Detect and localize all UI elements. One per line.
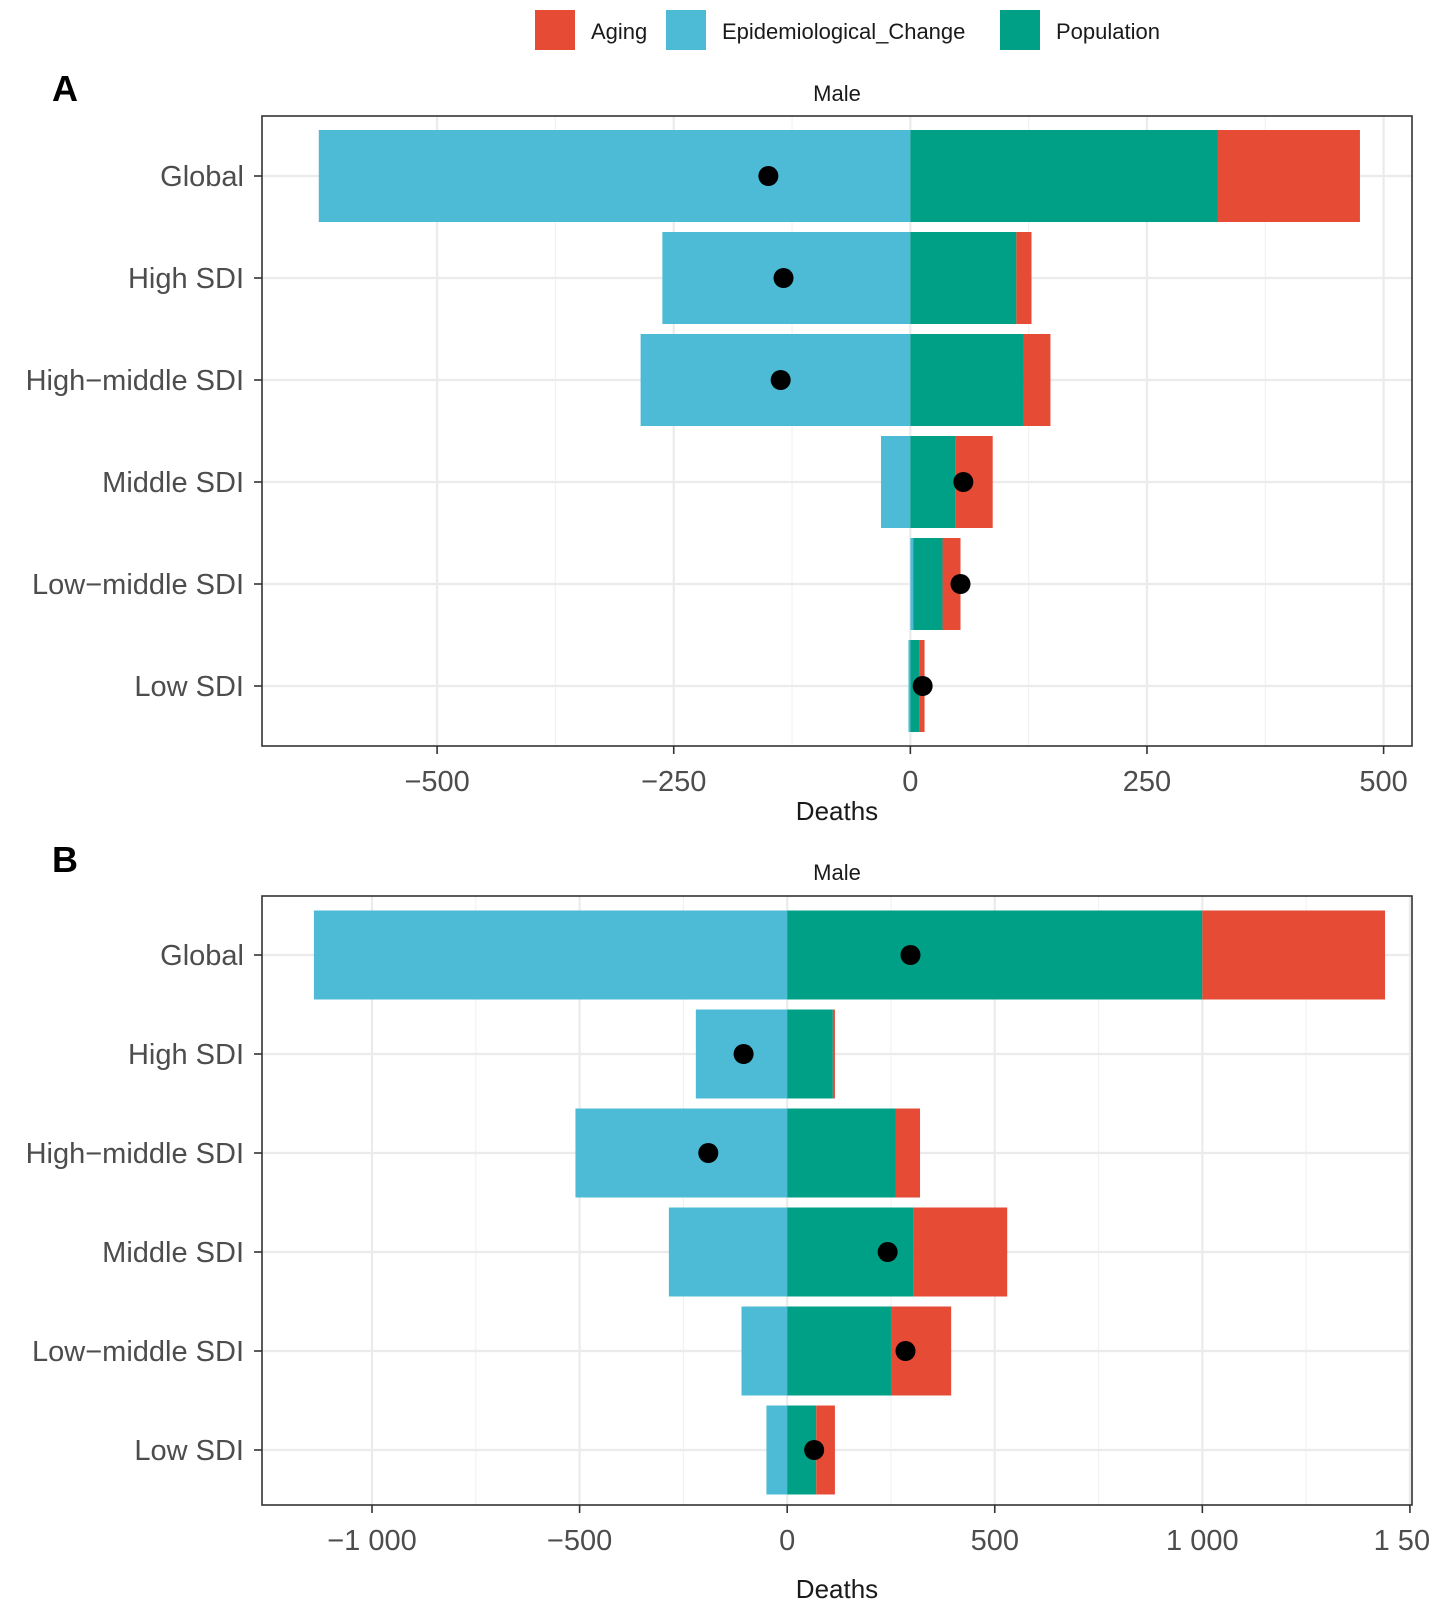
legend: Aging Epidemiological_Change Population <box>535 10 1160 50</box>
y-tick-label-high-sdi: High SDI <box>128 1039 244 1071</box>
legend-population-label: Population <box>1056 19 1160 44</box>
x-tick-label: −500 <box>547 1525 612 1557</box>
point-total-high-middle-sdi <box>770 370 791 390</box>
legend-aging-swatch <box>535 10 575 50</box>
panel-b: B Male Global High SDI High−middle SDI Middle… <box>26 839 1429 1604</box>
bar-epidemiological-change-low-middle-sdi <box>741 1306 788 1396</box>
bar-epidemiological-change-global <box>313 910 788 1000</box>
x-tick-label: −250 <box>641 766 706 798</box>
point-total-middle-sdi <box>877 1242 898 1262</box>
point-total-low-sdi <box>912 676 933 696</box>
bar-aging-high-sdi <box>832 1009 835 1099</box>
y-tick-label-global: Global <box>160 161 244 193</box>
bar-epidemiological-change-middle-sdi <box>881 436 911 528</box>
x-tick-label: 0 <box>779 1525 795 1557</box>
x-tick-label: 1 000 <box>1166 1525 1239 1557</box>
point-total-high-middle-sdi <box>698 1143 719 1163</box>
y-tick-label-low-middle-sdi: Low−middle SDI <box>32 1336 244 1368</box>
point-total-low-sdi <box>804 1440 825 1460</box>
y-tick-label-low-sdi: Low SDI <box>134 671 244 703</box>
panel-label: A <box>52 68 78 109</box>
y-tick-label-high-middle-sdi: High−middle SDI <box>26 1138 244 1170</box>
bar-epidemiological-change-low-sdi <box>766 1405 788 1495</box>
panel-title: Male <box>813 860 861 885</box>
bar-population-global <box>787 910 1203 1000</box>
point-total-high-sdi <box>733 1044 754 1064</box>
bar-aging-high-sdi <box>1016 232 1032 324</box>
bar-epidemiological-change-low-sdi <box>908 640 911 732</box>
point-total-global <box>758 166 779 186</box>
bar-aging-high-middle-sdi <box>1023 334 1051 426</box>
x-tick-label: −500 <box>404 766 469 798</box>
bar-aging-middle-sdi <box>913 1207 1008 1297</box>
panel-label: B <box>52 839 78 880</box>
point-total-low-middle-sdi <box>950 574 971 594</box>
panel-a: A Male Global High SDI High−middle SDI Middle… <box>26 68 1413 826</box>
bar-population-high-middle-sdi <box>787 1108 896 1198</box>
point-total-low-middle-sdi <box>895 1341 916 1361</box>
panel-title: Male <box>813 81 861 106</box>
x-tick-label: 0 <box>902 766 918 798</box>
legend-epidemiological-change-label: Epidemiological_Change <box>722 19 965 44</box>
bar-epidemiological-change-high-middle-sdi <box>575 1108 788 1198</box>
x-tick-label: 500 <box>971 1525 1019 1557</box>
bar-population-low-middle-sdi <box>913 538 943 630</box>
x-tick-label: −1 000 <box>327 1525 417 1557</box>
bar-population-high-sdi <box>910 232 1017 324</box>
bar-population-middle-sdi <box>910 436 956 528</box>
bar-aging-high-middle-sdi <box>895 1108 921 1198</box>
point-total-global <box>900 945 921 965</box>
x-tick-label: 250 <box>1123 766 1171 798</box>
x-tick-label: 1 500 <box>1374 1525 1429 1557</box>
panel-border <box>261 895 1413 1506</box>
y-tick-label-high-sdi: High SDI <box>128 263 244 295</box>
y-tick-label-low-sdi: Low SDI <box>134 1435 244 1467</box>
bar-population-low-middle-sdi <box>787 1306 891 1396</box>
y-tick-label-high-middle-sdi: High−middle SDI <box>26 365 244 397</box>
bar-epidemiological-change-low-middle-sdi <box>910 538 914 630</box>
bar-aging-global <box>1217 130 1360 222</box>
bar-population-global <box>910 130 1218 222</box>
bar-epidemiological-change-global <box>318 130 911 222</box>
bar-aging-low-sdi <box>816 1405 835 1495</box>
bar-population-high-middle-sdi <box>910 334 1024 426</box>
point-total-high-sdi <box>773 268 794 288</box>
y-tick-label-low-middle-sdi: Low−middle SDI <box>32 569 244 601</box>
legend-aging-label: Aging <box>591 19 647 44</box>
x-axis-title: Deaths <box>796 1574 878 1604</box>
panel-border <box>261 115 1413 747</box>
y-tick-label-middle-sdi: Middle SDI <box>102 467 244 499</box>
bar-epidemiological-change-middle-sdi <box>668 1207 788 1297</box>
y-tick-label-global: Global <box>160 940 244 972</box>
x-axis-title: Deaths <box>796 796 878 826</box>
x-tick-label: 500 <box>1359 766 1407 798</box>
bar-aging-global <box>1202 910 1386 1000</box>
point-total-middle-sdi <box>953 472 974 492</box>
legend-population-swatch <box>1000 10 1040 50</box>
y-tick-label-middle-sdi: Middle SDI <box>102 1237 244 1269</box>
legend-epidemiological-change-swatch <box>666 10 706 50</box>
bar-population-high-sdi <box>787 1009 833 1099</box>
